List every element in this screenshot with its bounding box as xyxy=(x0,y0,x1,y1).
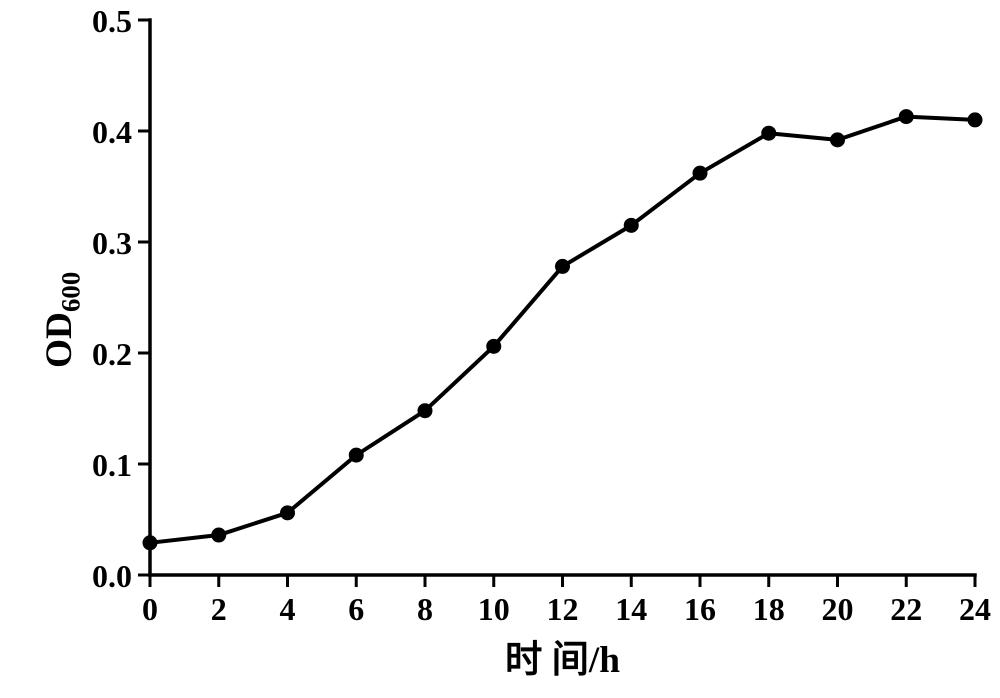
x-tick-label: 2 xyxy=(211,591,227,628)
y-axis-label-sub: 600 xyxy=(55,271,85,311)
x-tick-label: 0 xyxy=(142,591,158,628)
x-tick-label: 16 xyxy=(684,591,716,628)
x-tick-label: 10 xyxy=(478,591,510,628)
y-axis-label: OD600 xyxy=(38,271,86,367)
x-tick-label: 4 xyxy=(280,591,296,628)
y-tick-label: 0.0 xyxy=(92,558,132,595)
y-tick-label: 0.1 xyxy=(92,447,132,484)
y-tick-label: 0.4 xyxy=(92,114,132,151)
x-tick-label: 6 xyxy=(348,591,364,628)
y-tick-label: 0.5 xyxy=(92,3,132,40)
y-axis-label-main: OD xyxy=(39,312,80,368)
x-tick-label: 12 xyxy=(547,591,579,628)
x-axis-label: 时 间/h xyxy=(505,629,620,683)
x-tick-label: 22 xyxy=(890,591,922,628)
x-tick-label: 24 xyxy=(959,591,991,628)
x-tick-label: 18 xyxy=(753,591,785,628)
y-tick-label: 0.3 xyxy=(92,225,132,262)
x-tick-label: 14 xyxy=(615,591,647,628)
x-tick-label: 8 xyxy=(417,591,433,628)
x-tick-label: 20 xyxy=(822,591,854,628)
growth-curve-chart: OD600 时 间/h 0.00.10.20.30.40.5 024681012… xyxy=(0,0,1000,698)
y-tick-label: 0.2 xyxy=(92,336,132,373)
